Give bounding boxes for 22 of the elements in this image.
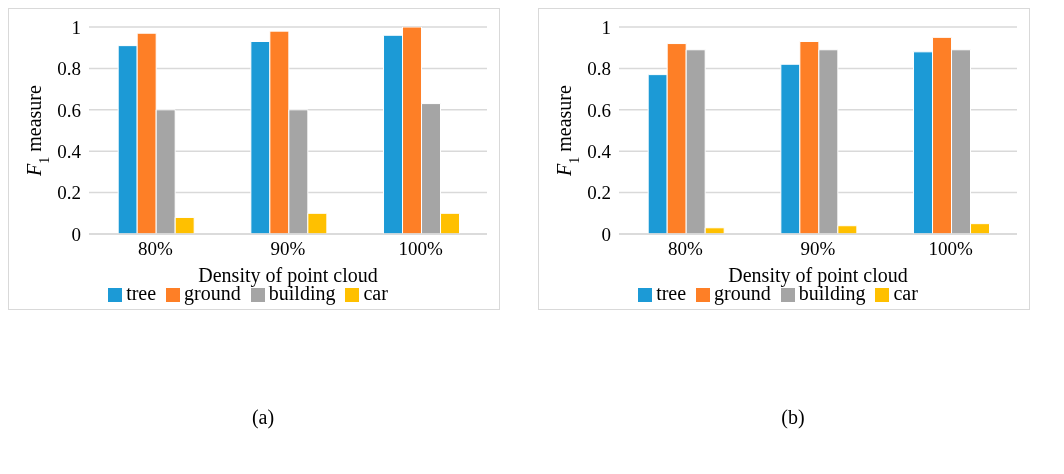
x-tick-label: 100% [398,238,443,260]
y-tick-label: 0.4 [587,140,612,162]
y-tick-label: 0.8 [587,58,611,80]
y-tick-label: 1 [71,16,81,38]
x-tick-label: 80% [667,238,703,260]
y-tick-label: 0.2 [587,182,611,204]
x-tick-label: 80% [137,238,173,260]
y-tick-label: 1 [601,16,611,38]
y-tick-label: 0 [71,223,81,245]
text: (b) [780,406,806,429]
x-tick-label: 90% [270,238,306,260]
y-tick-label: 0.4 [57,140,82,162]
text: (a) [250,406,276,429]
y-tick-label: 0.6 [587,99,611,121]
y-tick-label: 0.6 [57,99,81,121]
legend-label: tree [126,282,157,304]
y-tick-label: 0.8 [57,58,81,80]
legend-label: tree [656,282,687,304]
y-tick-label: 0.2 [57,182,81,204]
x-tick-label: 100% [928,238,973,260]
x-tick-label: 90% [800,238,836,260]
y-tick-label: 0 [601,223,611,245]
